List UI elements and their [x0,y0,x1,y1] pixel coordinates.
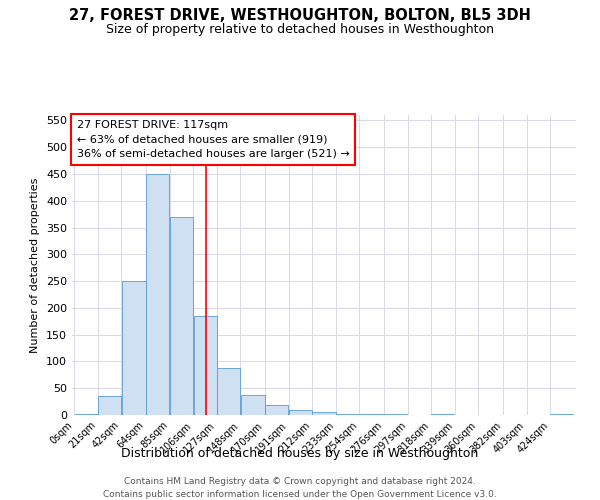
Bar [313,412,335,415]
Bar [217,368,240,415]
Bar [74,414,98,415]
Bar [122,281,146,415]
Bar [146,174,169,415]
Bar [98,396,121,415]
Bar [265,406,289,415]
Text: Contains HM Land Registry data © Crown copyright and database right 2024.: Contains HM Land Registry data © Crown c… [124,478,476,486]
Bar [385,414,407,415]
Bar [359,414,384,415]
Bar [431,414,454,415]
Text: Distribution of detached houses by size in Westhoughton: Distribution of detached houses by size … [121,448,479,460]
Bar [550,414,574,415]
Text: Size of property relative to detached houses in Westhoughton: Size of property relative to detached ho… [106,22,494,36]
Bar [241,395,265,415]
Y-axis label: Number of detached properties: Number of detached properties [31,178,40,352]
Text: Contains public sector information licensed under the Open Government Licence v3: Contains public sector information licen… [103,490,497,499]
Bar [194,316,217,415]
Bar [336,414,359,415]
Bar [170,217,193,415]
Text: 27 FOREST DRIVE: 117sqm
← 63% of detached houses are smaller (919)
36% of semi-d: 27 FOREST DRIVE: 117sqm ← 63% of detache… [77,120,350,159]
Text: 27, FOREST DRIVE, WESTHOUGHTON, BOLTON, BL5 3DH: 27, FOREST DRIVE, WESTHOUGHTON, BOLTON, … [69,8,531,22]
Bar [289,410,312,415]
